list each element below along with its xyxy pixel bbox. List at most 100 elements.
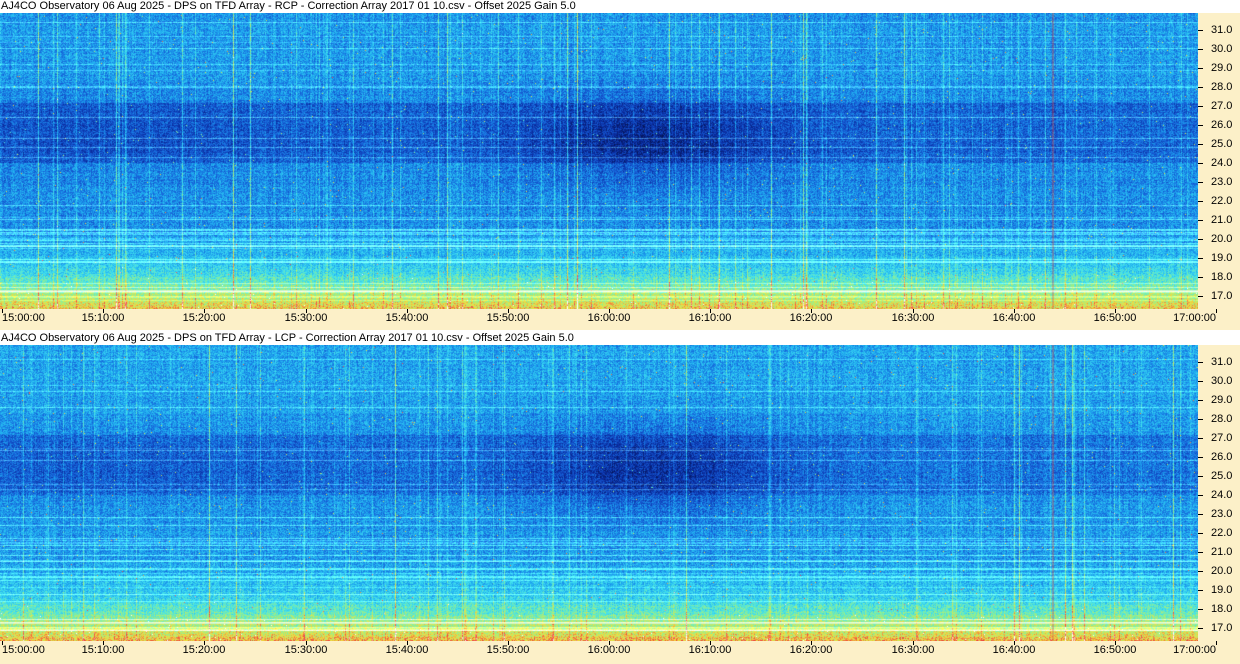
y-tick [1198,87,1203,88]
y-tick-label: 26.0 [1211,451,1233,463]
spectrogram-rcp [0,13,1198,309]
x-tick-label: 15:40:00 [385,312,429,324]
x-tick [811,309,812,313]
y-tick-label: 27.0 [1211,100,1233,112]
y-tick-label: 23.0 [1211,508,1233,520]
x-tick [306,309,307,313]
x-tick-label: 15:10:00 [81,312,125,324]
y-tick-label: 22.0 [1211,195,1233,207]
y-tick-label: 17.0 [1211,622,1233,634]
x-tick [1115,641,1116,645]
y-tick [1198,220,1203,221]
y-tick [1198,68,1203,69]
x-tick [1014,641,1015,645]
y-tick [1198,457,1203,458]
x-tick [609,309,610,313]
y-tick [1198,201,1203,202]
y-tick-label: 28.0 [1211,413,1233,425]
frequency-axis-lcp: 31.0 30.0 29.0 28.0 27.0 26.0 25.0 24.0 23.0 22.0… [1198,345,1240,641]
y-tick-label: 19.0 [1211,584,1233,596]
y-tick [1198,239,1203,240]
x-tick [710,309,711,313]
y-tick [1198,258,1203,259]
x-tick [103,641,104,645]
x-tick-label: 16:50:00 [1093,312,1137,324]
y-tick [1198,609,1203,610]
y-tick [1198,381,1203,382]
y-tick-label: 25.0 [1211,470,1233,482]
y-tick-label: 24.0 [1211,489,1233,501]
y-tick [1198,106,1203,107]
x-tick [204,641,205,645]
y-tick [1198,533,1203,534]
y-tick-label: 18.0 [1211,271,1233,283]
y-tick [1198,144,1203,145]
x-tick [1115,309,1116,313]
x-tick-label: 16:10:00 [688,644,732,656]
x-tick [204,309,205,313]
y-tick [1198,362,1203,363]
y-tick [1198,277,1203,278]
panel-title-rcp: AJ4CO Observatory 06 Aug 2025 - DPS on T… [0,0,1240,13]
y-tick-label: 21.0 [1211,546,1233,558]
y-tick [1198,125,1203,126]
x-tick [103,309,104,313]
y-tick-label: 20.0 [1211,233,1233,245]
x-tick-label: 15:50:00 [486,644,530,656]
y-tick-label: 21.0 [1211,214,1233,226]
y-tick-label: 22.0 [1211,527,1233,539]
spectrogram-lcp [0,345,1198,641]
y-tick-label: 28.0 [1211,81,1233,93]
y-tick [1198,628,1203,629]
y-tick-label: 30.0 [1211,43,1233,55]
y-tick-label: 31.0 [1211,356,1233,368]
x-tick [407,641,408,645]
y-tick [1198,400,1203,401]
y-tick [1198,571,1203,572]
y-tick-label: 20.0 [1211,565,1233,577]
x-tick [1216,309,1217,313]
x-tick [913,641,914,645]
x-tick-label: 16:00:00 [587,312,631,324]
x-tick-label: 16:30:00 [891,644,935,656]
x-tick-label: 16:20:00 [789,644,833,656]
frequency-axis-rcp: 31.0 30.0 29.0 28.0 27.0 26.0 25.0 24.0 23.0 22.0… [1198,13,1240,309]
time-axis-rcp: 15:00:00 15:10:00 15:20:00 15:30:00 15:40:00… [0,309,1240,330]
x-tick [2,641,3,645]
x-tick [913,309,914,313]
x-tick [609,641,610,645]
x-tick-label: 16:40:00 [992,644,1036,656]
y-tick [1198,163,1203,164]
y-tick [1198,182,1203,183]
y-tick [1198,438,1203,439]
x-tick [508,641,509,645]
x-tick-label: 17:00:00 [1173,644,1216,656]
x-tick [2,309,3,313]
spectrogram-canvas-rcp [0,13,1198,309]
y-tick-label: 25.0 [1211,138,1233,150]
x-tick [508,309,509,313]
x-tick-label: 15:00:00 [2,644,45,656]
x-tick [306,641,307,645]
y-tick-label: 19.0 [1211,252,1233,264]
spectrogram-canvas-lcp [0,345,1198,641]
x-tick-label: 16:50:00 [1093,644,1137,656]
y-tick [1198,514,1203,515]
y-tick [1198,590,1203,591]
y-tick [1198,30,1203,31]
y-tick-label: 29.0 [1211,62,1233,74]
y-tick [1198,296,1203,297]
x-tick-label: 15:10:00 [81,644,125,656]
y-tick [1198,476,1203,477]
x-tick-label: 16:30:00 [891,312,935,324]
y-tick-label: 31.0 [1211,24,1233,36]
x-tick-label: 16:00:00 [587,644,631,656]
x-tick [1216,641,1217,645]
y-tick-label: 29.0 [1211,394,1233,406]
x-tick-label: 15:40:00 [385,644,429,656]
x-tick-label: 15:00:00 [2,312,45,324]
y-tick [1198,495,1203,496]
x-tick-label: 15:20:00 [182,312,226,324]
x-tick [407,309,408,313]
x-tick-label: 15:50:00 [486,312,530,324]
